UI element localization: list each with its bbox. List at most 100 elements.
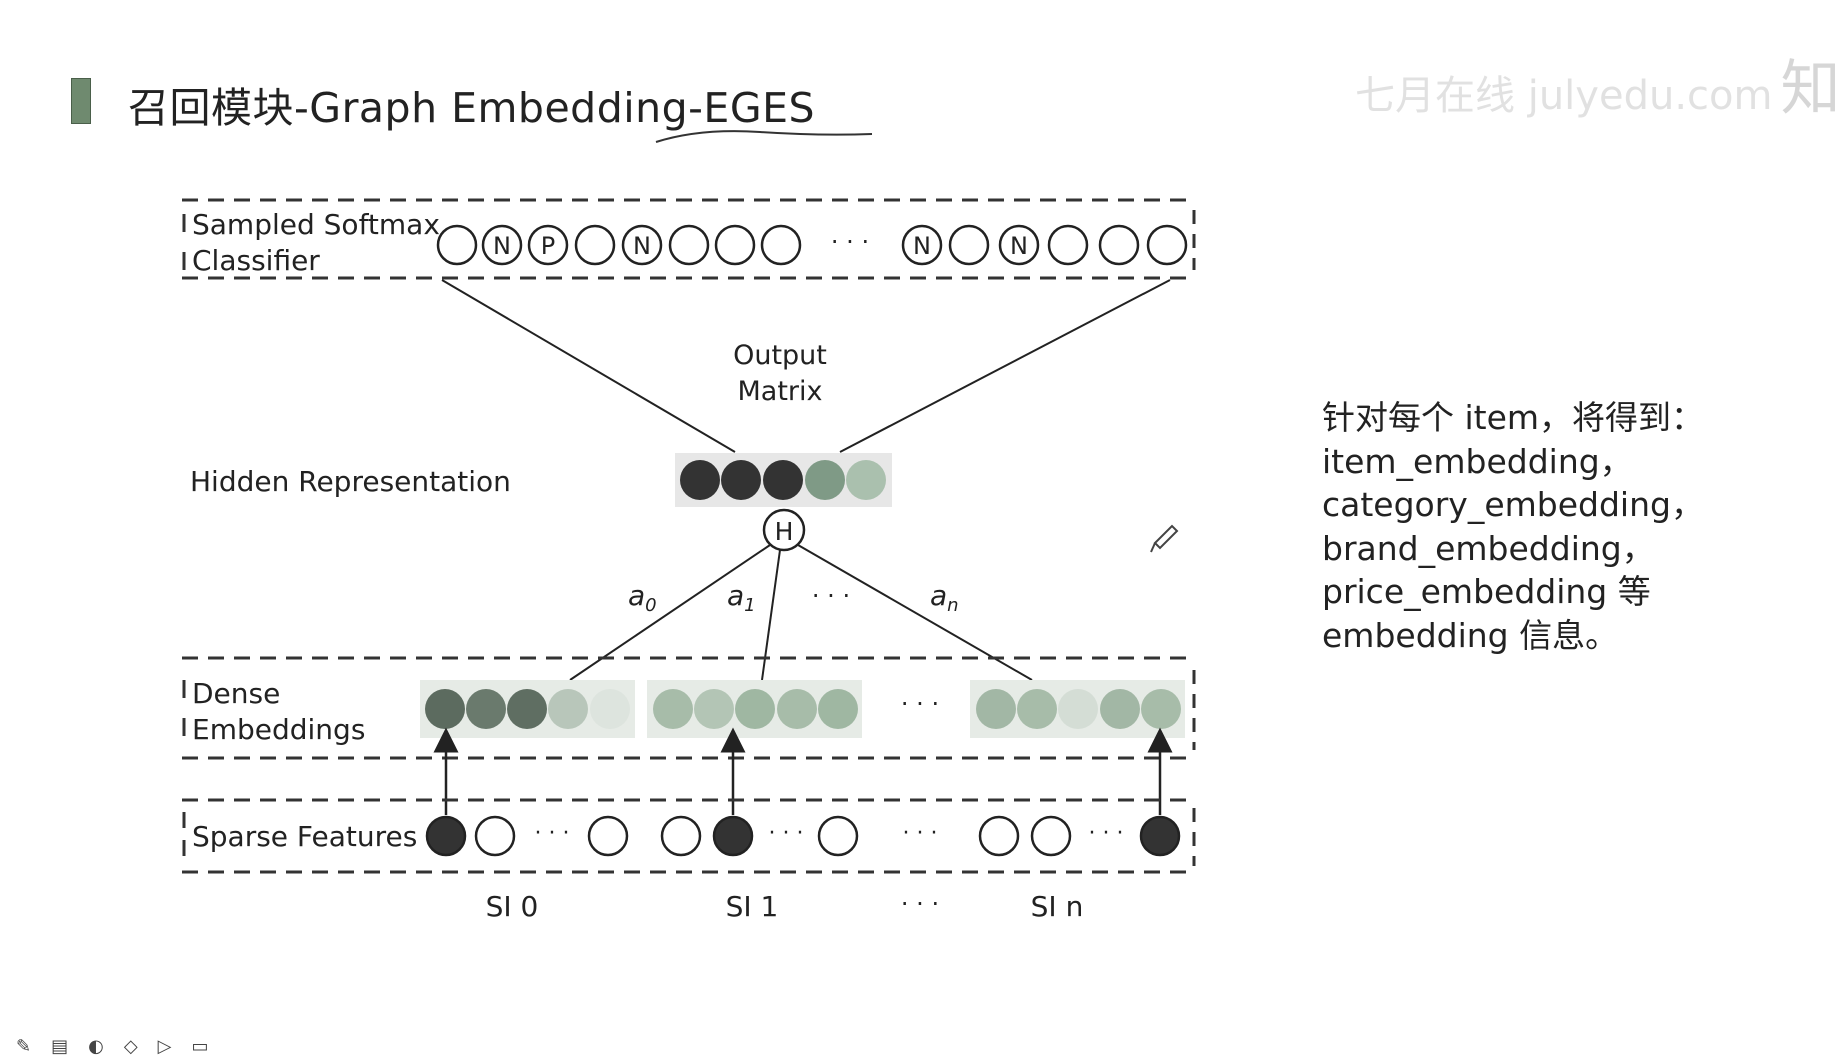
si0-label: SI 0 [486, 890, 539, 923]
softmax-node [668, 224, 710, 266]
softmax-node [574, 224, 616, 266]
dense-unit [818, 689, 858, 729]
note-line: brand_embedding， [1322, 528, 1655, 568]
dense-unit [1017, 689, 1057, 729]
sin-label: SI n [1031, 890, 1084, 923]
sparse-node [817, 815, 859, 857]
sparse-node [1139, 815, 1181, 857]
note-line: embedding 信息。 [1322, 615, 1619, 655]
note-line: price_embedding 等 [1322, 572, 1651, 611]
sparse-ellipsis: · · · [769, 821, 804, 846]
weight-ellipsis: · · · [812, 582, 850, 610]
screen-icon[interactable]: ▭ [191, 1036, 209, 1057]
notes-block: 针对每个 item，将得到： item_embedding， category_… [1322, 396, 1704, 657]
dense-unit [507, 689, 547, 729]
softmax-node [1047, 224, 1089, 266]
dense-unit [694, 689, 734, 729]
attention-line-1 [761, 549, 781, 681]
sparse-ellipsis: · · · [1089, 821, 1124, 846]
pen-cursor-icon [1153, 524, 1179, 550]
title-accent-bar [71, 78, 91, 124]
dense-unit [735, 689, 775, 729]
dense-ellipsis: · · · [901, 690, 939, 718]
output-label-1: Output [733, 340, 827, 371]
hidden-unit [721, 460, 761, 500]
softmax-label-1: Sampled Softmax [192, 208, 440, 241]
hidden-unit [680, 460, 720, 500]
dense-unit [1058, 689, 1098, 729]
slide-title: 召回模块-Graph Embedding-EGES [128, 84, 816, 132]
sparse-node [978, 815, 1020, 857]
presenter-toolbar: ✎ ▤ ◐ ◇ ▷ ▭ [16, 1036, 209, 1057]
output-line-left [441, 279, 736, 453]
handwritten-underline [655, 130, 873, 143]
pointer-icon[interactable]: ▷ [157, 1036, 172, 1057]
dense-unit [1100, 689, 1140, 729]
dense-label-1: Dense [192, 677, 280, 710]
softmax-ellipsis: · · · [831, 228, 869, 256]
pen-cursor-tip [1150, 542, 1156, 553]
softmax-node [1098, 224, 1140, 266]
softmax-node [621, 224, 663, 266]
h-node-label: H [775, 517, 794, 546]
weight-a1: a1 [727, 579, 756, 616]
softmax-nodes [436, 224, 1188, 266]
softmax-node [760, 224, 802, 266]
dense-unit [425, 689, 465, 729]
attention-line-n [797, 544, 1033, 681]
sparse-node [474, 815, 516, 857]
watermark-logo: 知乎 [1780, 54, 1842, 124]
h-node [762, 508, 806, 552]
sparse-node [660, 815, 702, 857]
sparse-node [425, 815, 467, 857]
softmax-node-label: N [913, 232, 931, 260]
softmax-node-label: N [633, 232, 651, 260]
dense-label-2: Embeddings [192, 713, 365, 746]
eraser-icon[interactable]: ◇ [123, 1036, 138, 1057]
hidden-label: Hidden Representation [190, 465, 511, 498]
hidden-unit [763, 460, 803, 500]
pen-icon[interactable]: ✎ [16, 1036, 32, 1057]
dense-unit [976, 689, 1016, 729]
softmax-node [901, 224, 943, 266]
watermark: 七月在线 julyedu.com知乎 [1355, 40, 1842, 127]
softmax-node [481, 224, 523, 266]
softmax-label-2: Classifier [192, 244, 320, 277]
note-line: category_embedding， [1322, 485, 1704, 524]
sparse-label: Sparse Features [192, 820, 417, 853]
output-label-2: Matrix [737, 376, 822, 407]
softmax-node [948, 224, 990, 266]
dense-unit [777, 689, 817, 729]
hidden-unit [805, 460, 845, 500]
sparse-node [712, 815, 754, 857]
sparse-ellipsis: · · · [535, 821, 570, 846]
dense-unit [590, 689, 630, 729]
dense-unit [466, 689, 506, 729]
hidden-unit [846, 460, 886, 500]
softmax-node [714, 224, 756, 266]
softmax-node [998, 224, 1040, 266]
softmax-node-label: N [493, 232, 511, 260]
softmax-node [436, 224, 478, 266]
watermark-text: 七月在线 julyedu.com [1355, 73, 1773, 119]
dense-unit [548, 689, 588, 729]
attention-line-0 [569, 544, 771, 681]
dense-unit [1141, 689, 1181, 729]
weight-a0: a0 [628, 579, 657, 616]
note-line: 针对每个 item，将得到： [1322, 398, 1705, 437]
note-icon[interactable]: ▤ [51, 1036, 69, 1057]
softmax-node-label: N [1010, 232, 1028, 260]
softmax-node [527, 224, 569, 266]
palette-icon[interactable]: ◐ [88, 1036, 104, 1057]
weight-an: an [930, 579, 959, 616]
sparse-node [1030, 815, 1072, 857]
si1-label: SI 1 [726, 890, 779, 923]
softmax-node-label: P [541, 232, 555, 260]
si-ellipsis: · · · [901, 890, 939, 918]
output-line-right [839, 279, 1171, 453]
note-line: item_embedding， [1322, 441, 1633, 481]
sparse-node [587, 815, 629, 857]
softmax-node [1146, 224, 1188, 266]
